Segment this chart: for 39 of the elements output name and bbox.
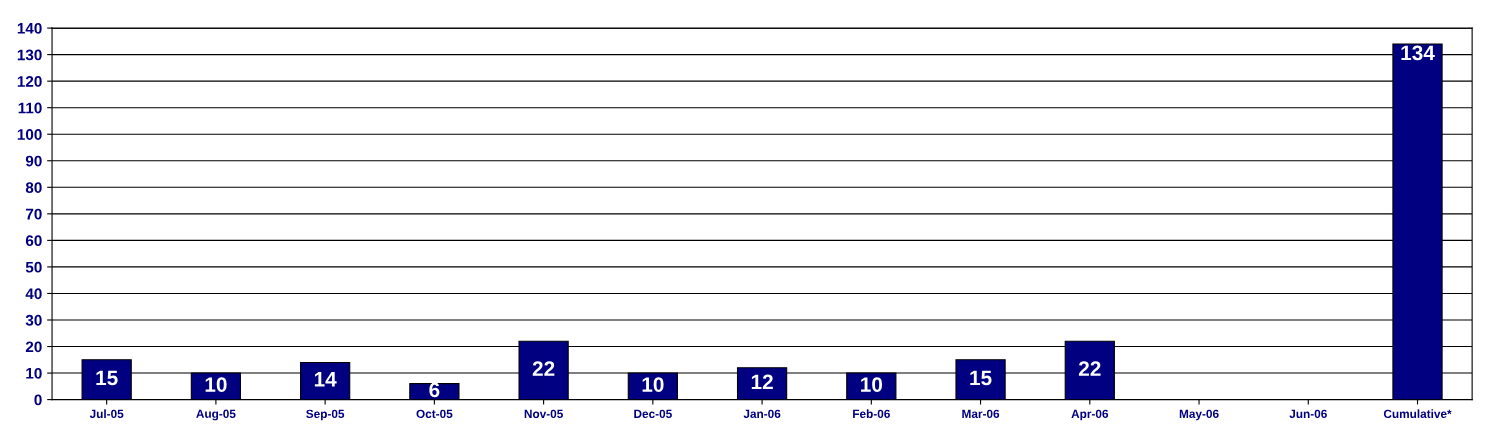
y-tick-label: 90	[25, 155, 42, 167]
y-tick-label: 60	[25, 235, 42, 247]
y-tick-label: 100	[17, 129, 42, 140]
y-tick-label: 40	[25, 288, 42, 300]
y-tick-label: 120	[17, 76, 42, 87]
x-tick-label: Apr-06	[1071, 409, 1109, 421]
data-label: 22	[532, 361, 555, 376]
x-tick-label: Dec-05	[634, 409, 672, 418]
y-tick-label: 110	[18, 102, 42, 114]
x-tick-label: Aug-05	[196, 409, 236, 421]
data-label: 10	[205, 377, 227, 392]
data-label: 10	[861, 377, 883, 392]
x-tick-label: Feb-06	[853, 409, 890, 418]
y-tick-label: 50	[25, 261, 42, 273]
y-tick-label: 0	[34, 394, 42, 406]
data-label: 14	[314, 372, 337, 387]
y-tick-label: 30	[25, 314, 42, 326]
y-tick-label: 20	[25, 341, 42, 353]
x-tick-label: Jul-05	[89, 409, 124, 418]
y-tick-label: 10	[26, 367, 42, 379]
y-tick-label: 140	[17, 22, 42, 34]
x-tick-label: Jun-06	[1289, 409, 1327, 418]
data-label: 15	[96, 370, 118, 386]
x-tick-label: Nov-05	[524, 409, 563, 418]
x-tick-label: Sep-05	[306, 409, 345, 421]
y-tick-label: 130	[17, 49, 42, 61]
data-label: 15	[970, 370, 992, 386]
data-label: 22	[1078, 361, 1101, 376]
y-tick-label: 70	[25, 208, 42, 220]
data-label: 10	[642, 377, 664, 392]
data-label: 6	[429, 382, 440, 398]
x-tick-label: Mar-06	[962, 409, 1000, 418]
x-tick-label: Jan-06	[743, 409, 781, 418]
x-tick-label: Cumulative*	[1383, 409, 1452, 418]
y-tick-label: 80	[25, 182, 42, 193]
data-label: 12	[751, 374, 773, 390]
data-label: 134	[1401, 45, 1435, 61]
x-tick-label: Oct-05	[416, 409, 453, 418]
x-tick-label: May-06	[1179, 409, 1219, 421]
